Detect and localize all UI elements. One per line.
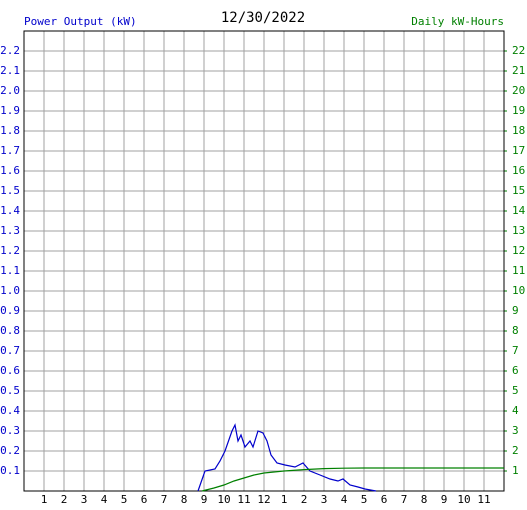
y2-tick-label: 6 bbox=[512, 364, 519, 377]
series-line bbox=[197, 423, 377, 492]
y2-tick-label: 9 bbox=[512, 304, 519, 317]
y2-tick-label: 1 bbox=[512, 464, 519, 477]
x-tick-label: 6 bbox=[381, 493, 388, 506]
y-tick-label: 2.2 bbox=[0, 44, 20, 57]
x-tick-label: 11 bbox=[477, 493, 490, 506]
y2-tick-label: 14 bbox=[512, 204, 526, 217]
y-tick-label: 0.2 bbox=[0, 444, 20, 457]
x-tick-label: 12 bbox=[257, 493, 270, 506]
y2-tick-label: 7 bbox=[512, 344, 519, 357]
y-tick-label: 0.5 bbox=[0, 384, 20, 397]
x-tick-label: 8 bbox=[421, 493, 428, 506]
y-tick-label: 1.4 bbox=[0, 204, 20, 217]
y2-tick-label: 11 bbox=[512, 264, 525, 277]
y-tick-label: 0.1 bbox=[0, 464, 20, 477]
y-tick-label: 0.6 bbox=[0, 364, 20, 377]
y-tick-label: 1.5 bbox=[0, 184, 20, 197]
x-tick-label: 10 bbox=[217, 493, 230, 506]
y2-tick-label: 8 bbox=[512, 324, 519, 337]
y2-tick-label: 4 bbox=[512, 404, 519, 417]
y-tick-label: 0.9 bbox=[0, 304, 20, 317]
series-line bbox=[201, 467, 504, 492]
y2-tick-label: 10 bbox=[512, 284, 525, 297]
y-tick-label: 1.3 bbox=[0, 224, 20, 237]
y-tick-label: 1.2 bbox=[0, 244, 20, 257]
right-axis-legend: Daily kW-Hours bbox=[411, 15, 504, 28]
y2-tick-label: 15 bbox=[512, 184, 525, 197]
y2-tick-label: 21 bbox=[512, 64, 525, 77]
y2-tick-label: 16 bbox=[512, 164, 525, 177]
y2-tick-label: 22 bbox=[512, 44, 525, 57]
x-tick-label: 6 bbox=[141, 493, 148, 506]
y2-tick-label: 13 bbox=[512, 224, 525, 237]
y-tick-label: 0.3 bbox=[0, 424, 20, 437]
x-tick-label: 5 bbox=[121, 493, 128, 506]
x-tick-label: 4 bbox=[341, 493, 348, 506]
x-tick-label: 9 bbox=[441, 493, 448, 506]
y2-tick-label: 17 bbox=[512, 144, 525, 157]
y2-tick-label: 12 bbox=[512, 244, 525, 257]
x-tick-label: 4 bbox=[101, 493, 108, 506]
plot-border bbox=[23, 30, 505, 492]
y-tick-label: 1.8 bbox=[0, 124, 20, 137]
x-tick-label: 11 bbox=[237, 493, 250, 506]
x-tick-label: 3 bbox=[321, 493, 328, 506]
y-tick-label: 0.8 bbox=[0, 324, 20, 337]
x-tick-label: 10 bbox=[457, 493, 470, 506]
left-axis-legend: Power Output (kW) bbox=[24, 15, 137, 28]
y2-tick-label: 19 bbox=[512, 104, 525, 117]
chart-title: 12/30/2022 bbox=[221, 10, 305, 26]
x-tick-label: 3 bbox=[81, 493, 88, 506]
y-tick-label: 1.9 bbox=[0, 104, 20, 117]
y2-tick-label: 3 bbox=[512, 424, 519, 437]
y-tick-label: 1.7 bbox=[0, 144, 20, 157]
y-tick-label: 0.7 bbox=[0, 344, 20, 357]
x-tick-label: 7 bbox=[161, 493, 168, 506]
y-tick-label: 2.1 bbox=[0, 64, 20, 77]
x-tick-label: 1 bbox=[281, 493, 288, 506]
x-tick-label: 1 bbox=[41, 493, 48, 506]
x-tick-label: 5 bbox=[361, 493, 368, 506]
y-tick-label: 1.6 bbox=[0, 164, 20, 177]
y-tick-label: 1.1 bbox=[0, 264, 20, 277]
x-tick-label: 2 bbox=[301, 493, 308, 506]
x-tick-label: 2 bbox=[61, 493, 68, 506]
x-tick-label: 7 bbox=[401, 493, 408, 506]
x-tick-label: 8 bbox=[181, 493, 188, 506]
x-tick-label: 9 bbox=[201, 493, 208, 506]
y2-tick-label: 18 bbox=[512, 124, 525, 137]
y2-tick-label: 5 bbox=[512, 384, 519, 397]
y-tick-label: 1.0 bbox=[0, 284, 20, 297]
y2-tick-label: 20 bbox=[512, 84, 525, 97]
y-tick-label: 2.0 bbox=[0, 84, 20, 97]
y-tick-label: 0.4 bbox=[0, 404, 20, 417]
y2-tick-label: 2 bbox=[512, 444, 519, 457]
